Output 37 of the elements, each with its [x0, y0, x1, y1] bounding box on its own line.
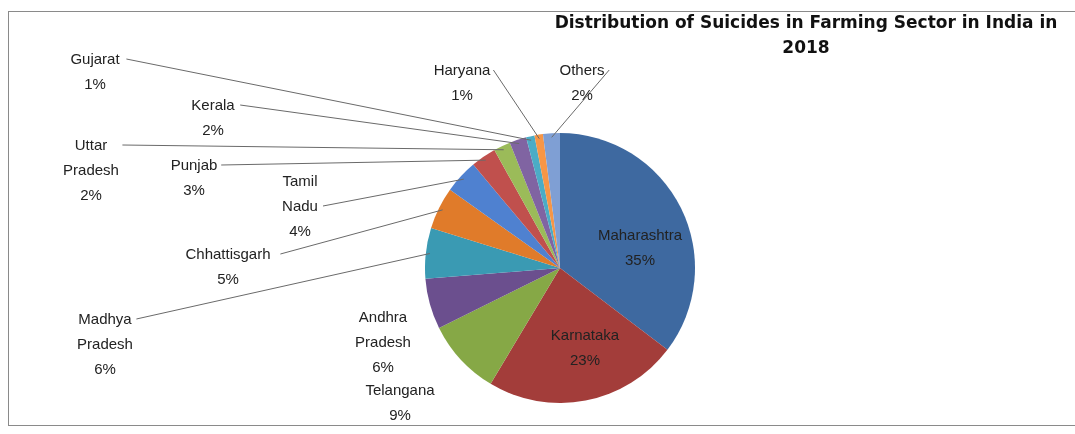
- pie-slice: [431, 189, 560, 268]
- data-label: 2%: [80, 186, 102, 203]
- data-label: 3%: [183, 181, 205, 198]
- pie-slice: [526, 135, 560, 268]
- data-label: 4%: [289, 222, 311, 239]
- pie-slice: [450, 164, 560, 268]
- data-label: 35%: [624, 251, 656, 268]
- slice-label: Chhattisgarh: [185, 245, 271, 262]
- slice-label: Maharashtra: [597, 226, 683, 243]
- pie-slice: [425, 227, 560, 279]
- pie-slice: [490, 268, 668, 403]
- slice-label: Tamil Nadu: [282, 172, 318, 214]
- text: Distribution of Suicides in Farming Sector in India in 2018: [554, 12, 1058, 57]
- data-label: 6%: [372, 358, 394, 375]
- data-label: 6%: [94, 360, 116, 377]
- pie-slice: [534, 134, 560, 268]
- data-label: 2%: [202, 121, 224, 138]
- data-label: 2%: [571, 86, 593, 103]
- slice-label: Telangana: [365, 381, 436, 398]
- pie-slice: [473, 150, 560, 268]
- slice-label: Haryana: [433, 61, 491, 78]
- pie-slice: [509, 137, 560, 268]
- data-label: 1%: [451, 86, 473, 103]
- data-label: 1%: [84, 75, 106, 92]
- slice-label: Gujarat: [70, 50, 121, 67]
- slice-label: Madhya Pradesh: [77, 310, 133, 352]
- data-label: 5%: [217, 270, 239, 287]
- slice-label: Others: [559, 61, 605, 78]
- pie-slice: [425, 268, 560, 328]
- data-label: 9%: [389, 406, 411, 423]
- slice-label: Andhra Pradesh: [355, 308, 411, 350]
- slice-label: Karnataka: [550, 326, 620, 343]
- slice-label: Kerala: [191, 96, 236, 113]
- data-label: 23%: [569, 351, 601, 368]
- slice-label: Uttar Pradesh: [63, 136, 119, 178]
- pie-slice: [494, 142, 560, 268]
- slice-label: Punjab: [170, 156, 218, 173]
